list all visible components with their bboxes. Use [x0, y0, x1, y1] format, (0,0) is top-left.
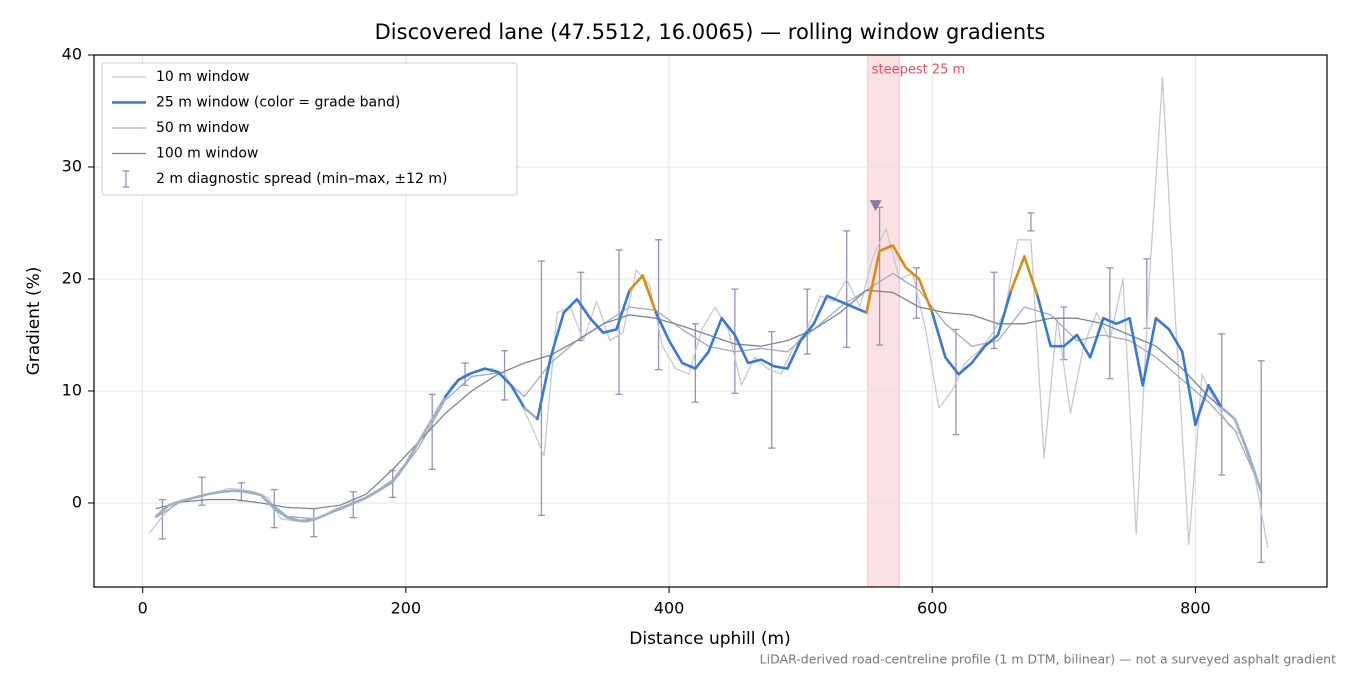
line-connector: [1180, 350, 1197, 426]
legend-label: 50 m window: [156, 120, 249, 136]
steepest-marker: [869, 200, 882, 212]
line-connector: [917, 277, 934, 314]
line-connector: [444, 378, 460, 398]
error-bar: [1027, 212, 1035, 232]
error-bar: [691, 323, 699, 403]
line-segment: [523, 406, 539, 421]
y-tick-label: 40: [62, 45, 82, 64]
line-connector: [1207, 384, 1224, 410]
x-tick-label: 400: [654, 599, 685, 618]
line-connector: [536, 356, 552, 421]
line: [155, 272, 1262, 520]
error-bar: [428, 393, 436, 471]
y-tick-label: 20: [62, 269, 82, 288]
footnote: LiDAR-derived road-centreline profile (1…: [760, 652, 1336, 667]
line-connector: [1194, 384, 1210, 426]
error-bar: [655, 239, 663, 371]
error-bar: [1257, 360, 1265, 564]
x-axis-label: Distance uphill (m): [629, 629, 790, 649]
line-segment: [154, 395, 447, 523]
line-connector: [1009, 255, 1026, 292]
legend-label: 100 m window: [156, 146, 258, 162]
x-tick-label: 0: [138, 599, 148, 618]
error-bar: [768, 330, 776, 449]
line: [148, 76, 1269, 548]
line-connector: [641, 274, 658, 314]
error-bar: [389, 469, 397, 499]
line-segment: [930, 288, 1013, 376]
legend-label: 25 m window (color = grade band): [156, 95, 400, 111]
line-segment: [1036, 294, 1184, 387]
error-bar: [1060, 306, 1068, 361]
highlight-label: steepest 25 m: [872, 63, 965, 78]
y-axis-label: Gradient (%): [24, 267, 44, 376]
line-segment: [878, 244, 921, 281]
line-connector: [865, 249, 881, 314]
line-connector: [628, 274, 645, 292]
line-connector: [1023, 255, 1039, 298]
line-segment: [654, 294, 868, 370]
error-bar: [843, 230, 851, 348]
highlight-span: [867, 54, 900, 588]
error-bar: [803, 288, 811, 355]
y-tick-label: 30: [62, 157, 82, 176]
line-connector: [509, 384, 526, 410]
line-segment: [1220, 406, 1263, 494]
chart-title: Discovered lane (47.5512, 16.0065) — rol…: [375, 20, 1046, 44]
line-segment: [549, 288, 631, 359]
error-bar: [731, 288, 739, 394]
error-bar: [310, 507, 318, 538]
x-tick-label: 200: [391, 599, 422, 618]
line: [155, 289, 1262, 510]
legend: 10 m window 25 m window (color = grade ba…: [101, 62, 518, 196]
error-bar: [990, 271, 998, 350]
legend-label: 2 m diagnostic spread (min–max, ±12 m): [156, 171, 447, 187]
error-bar: [158, 498, 166, 540]
x-tick-label: 800: [1180, 599, 1211, 618]
error-bar: [1218, 333, 1226, 476]
legend-label: 10 m window: [156, 69, 249, 85]
legend-box: [101, 62, 518, 196]
x-tick-label: 600: [917, 599, 948, 618]
y-tick-label: 0: [72, 493, 82, 512]
line-segment: [457, 367, 513, 387]
error-bar: [537, 260, 545, 516]
error-bar: [1106, 267, 1114, 380]
y-tick-label: 10: [62, 381, 82, 400]
plot-frame: [93, 54, 1328, 588]
